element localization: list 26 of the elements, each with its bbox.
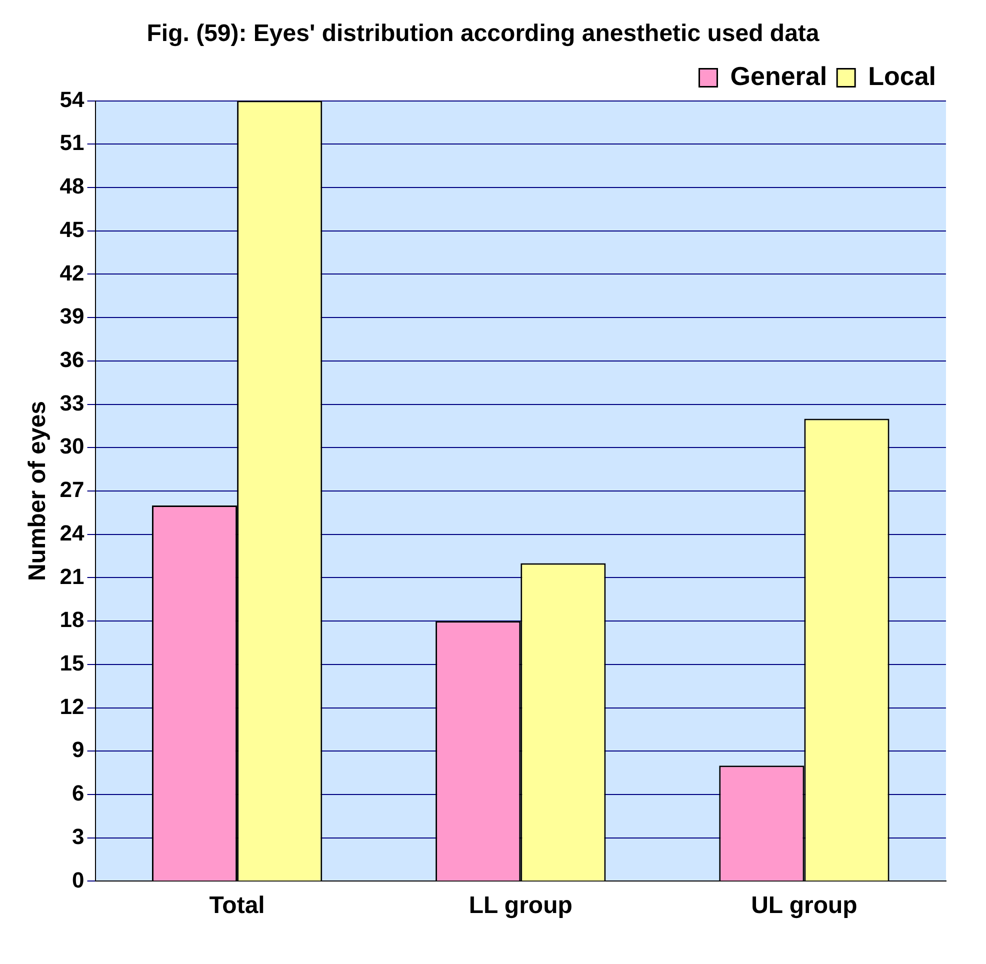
legend-label: Local <box>868 60 936 91</box>
y-tick-label: 6 <box>72 780 84 806</box>
y-tick-label: 39 <box>60 304 84 329</box>
y-axis-title: Number of eyes <box>24 400 52 582</box>
y-tick-label: 0 <box>72 867 84 892</box>
y-tick-label: 15 <box>60 650 84 676</box>
y-tick-label: 18 <box>60 607 84 632</box>
y-tick-label: 27 <box>60 477 84 502</box>
x-tick-label: UL group <box>751 892 858 920</box>
y-tick-label: 9 <box>72 737 84 762</box>
y-tick-label: 21 <box>60 564 84 589</box>
x-tick-label: LL group <box>468 892 572 920</box>
y-tick-label: 3 <box>72 824 84 849</box>
legend-label: General <box>730 60 828 91</box>
y-tick-label: 48 <box>60 174 84 199</box>
y-tick-label: 24 <box>60 520 86 546</box>
y-tick-label: 30 <box>60 434 84 459</box>
y-tick-label: 42 <box>60 260 84 286</box>
y-tick-label: 45 <box>60 216 84 242</box>
y-tick-label: 33 <box>60 390 84 416</box>
y-tick-label: 12 <box>60 694 84 719</box>
chart-title: Fig. (59): Eyes' distribution according anesthetic used data <box>146 20 820 48</box>
y-tick-label: 36 <box>60 346 84 372</box>
y-tick-label: 51 <box>60 130 84 156</box>
y-tick-label: 54 <box>60 86 86 112</box>
x-tick-label: Total <box>209 892 265 920</box>
